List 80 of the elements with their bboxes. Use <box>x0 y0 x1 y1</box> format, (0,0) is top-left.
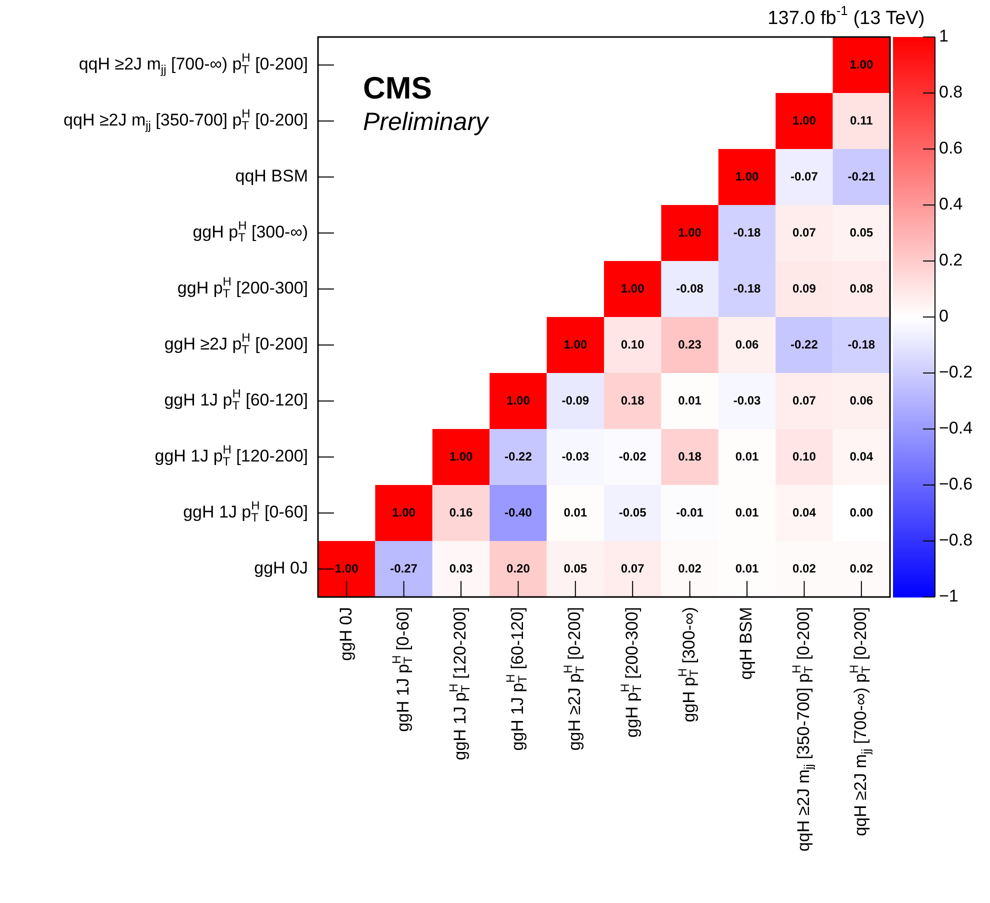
data-label: 1.00 <box>564 337 588 352</box>
data-label: 0.07 <box>792 393 816 408</box>
data-label: -0.07 <box>790 169 818 184</box>
color-bar-label: 0.4 <box>939 194 963 214</box>
data-label: 0.05 <box>850 225 874 240</box>
data-label: 1.00 <box>334 561 359 576</box>
data-label: 0.00 <box>850 505 874 520</box>
data-label: 0.06 <box>850 393 874 408</box>
data-label: 1.00 <box>792 113 816 128</box>
data-label: 1.00 <box>506 393 530 408</box>
data-label: 0.10 <box>620 337 645 352</box>
y-tick-label: qqH BSM <box>235 166 308 186</box>
x-tick-label: ggH ≥2J pTH [0-200] <box>560 606 587 751</box>
data-label: 0.10 <box>792 449 816 464</box>
data-label: 0.03 <box>449 561 473 576</box>
annotation: Preliminary <box>363 108 490 136</box>
color-bar-label: 0.2 <box>939 250 963 270</box>
x-tick-label: ggH 1J pTH [120-200] <box>446 606 472 760</box>
color-bar-label: −1 <box>939 586 958 606</box>
color-bar-label: 0 <box>939 306 948 326</box>
data-label: 0.01 <box>735 561 759 576</box>
data-label: 0.23 <box>678 337 702 352</box>
data-label: 0.20 <box>506 561 530 576</box>
x-tick-label: ggH 0J <box>336 606 356 661</box>
data-label: 1.00 <box>620 281 645 296</box>
data-label: 0.06 <box>735 337 759 352</box>
data-label: 0.09 <box>792 281 816 296</box>
data-label: 1.00 <box>735 169 759 184</box>
data-label: -0.03 <box>562 449 590 464</box>
data-label: 0.08 <box>850 281 874 296</box>
data-label: -0.03 <box>733 393 761 408</box>
x-tick-label: qqH BSM <box>736 607 756 680</box>
color-bar-label: 0.6 <box>939 138 963 158</box>
data-label: 0.01 <box>735 449 759 464</box>
data-label: -0.22 <box>790 337 818 352</box>
data-label: -0.18 <box>733 225 761 240</box>
data-label: 0.07 <box>792 225 816 240</box>
data-label: 0.04 <box>792 505 816 520</box>
color-bar-label: −0.2 <box>939 362 973 382</box>
data-label: -0.18 <box>733 281 761 296</box>
data-label: 1.00 <box>678 225 702 240</box>
data-label: 1.00 <box>449 449 473 464</box>
data-label: 0.02 <box>678 561 702 576</box>
data-label: 0.01 <box>678 393 702 408</box>
x-tick-label: qqH ≥2J mjj [700-∞) pTH [0-200] <box>846 606 873 836</box>
data-label: -0.40 <box>504 505 532 520</box>
data-label: 0.02 <box>792 561 816 576</box>
x-tick-label: ggH 1J pTH [0-60] <box>389 606 416 732</box>
x-tick-label: ggH 1J pTH [60-120] <box>504 606 530 751</box>
data-label: 0.01 <box>735 505 759 520</box>
data-label: 0.18 <box>678 449 702 464</box>
x-tick-label: ggH pTH [300-∞) <box>675 606 702 722</box>
data-label: 0.02 <box>850 561 874 576</box>
data-label: 0.01 <box>564 505 588 520</box>
color-bar-label: −0.6 <box>939 474 973 494</box>
data-label: 0.07 <box>620 561 645 576</box>
data-label: -0.01 <box>676 505 704 520</box>
data-label: -0.22 <box>504 449 532 464</box>
data-label: -0.18 <box>848 337 876 352</box>
data-label: -0.05 <box>618 505 647 520</box>
color-bar-label: 0.8 <box>939 82 963 102</box>
data-label: -0.21 <box>848 169 876 184</box>
data-label: 0.05 <box>564 561 588 576</box>
data-label: -0.08 <box>676 281 704 296</box>
x-tick-label: ggH pTH [200-300] <box>618 606 644 738</box>
color-bar-label: −0.8 <box>939 530 973 550</box>
data-label: -0.27 <box>390 561 418 576</box>
annotation: CMS <box>363 70 432 106</box>
y-tick-label: ggH 0J <box>254 558 308 578</box>
data-label: -0.02 <box>618 449 647 464</box>
data-label: 0.11 <box>850 113 874 128</box>
x-tick-label: qqH ≥2J mjj [350-700] pTH [0-200] <box>790 606 816 852</box>
data-label: 0.16 <box>449 505 473 520</box>
data-label: 0.18 <box>620 393 645 408</box>
data-label: -0.09 <box>562 393 590 408</box>
data-label: 1.00 <box>392 505 416 520</box>
data-label: 1.00 <box>850 57 874 72</box>
color-bar-label: −0.4 <box>939 418 973 438</box>
data-label: 0.04 <box>850 449 874 464</box>
color-bar-label: 1 <box>939 26 948 46</box>
